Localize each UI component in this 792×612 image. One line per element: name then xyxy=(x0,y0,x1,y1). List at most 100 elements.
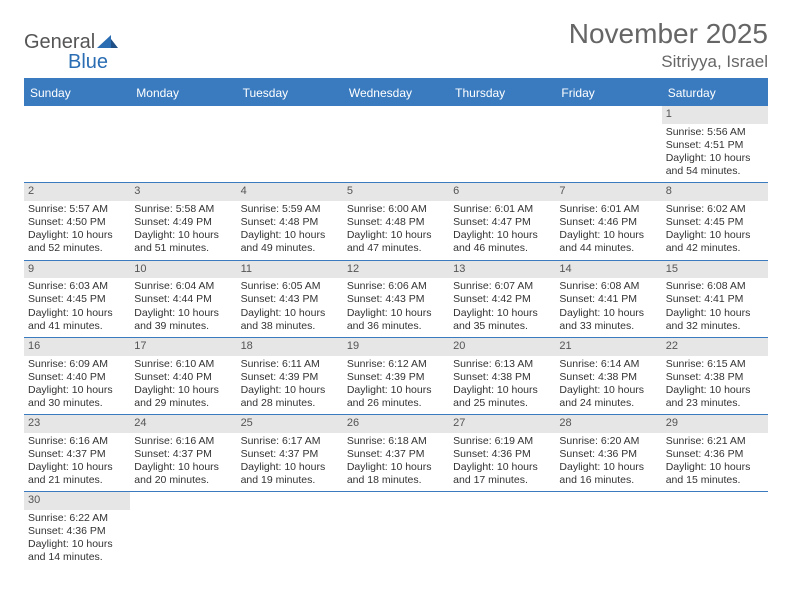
day-details: Sunrise: 6:01 AMSunset: 4:46 PMDaylight:… xyxy=(555,201,661,260)
day-details: Sunrise: 6:02 AMSunset: 4:45 PMDaylight:… xyxy=(662,201,768,260)
sunrise-text: Sunrise: 6:03 AM xyxy=(28,280,126,293)
empty-cell xyxy=(130,492,236,568)
empty-cell xyxy=(343,492,449,568)
week-row: 30Sunrise: 6:22 AMSunset: 4:36 PMDayligh… xyxy=(24,492,768,568)
day-details: Sunrise: 5:57 AMSunset: 4:50 PMDaylight:… xyxy=(24,201,130,260)
day-details: Sunrise: 6:12 AMSunset: 4:39 PMDaylight:… xyxy=(343,356,449,415)
day-number: 24 xyxy=(130,415,236,433)
day-details: Sunrise: 6:06 AMSunset: 4:43 PMDaylight:… xyxy=(343,278,449,337)
empty-cell xyxy=(555,106,661,182)
sunset-text: Sunset: 4:38 PM xyxy=(559,371,657,384)
dl2-text: and 47 minutes. xyxy=(347,242,445,255)
sunrise-text: Sunrise: 6:16 AM xyxy=(28,435,126,448)
day-cell: 10Sunrise: 6:04 AMSunset: 4:44 PMDayligh… xyxy=(130,261,236,337)
dl2-text: and 42 minutes. xyxy=(666,242,764,255)
sunrise-text: Sunrise: 6:09 AM xyxy=(28,358,126,371)
day-details: Sunrise: 6:14 AMSunset: 4:38 PMDaylight:… xyxy=(555,356,661,415)
sunrise-text: Sunrise: 6:10 AM xyxy=(134,358,232,371)
sunset-text: Sunset: 4:36 PM xyxy=(453,448,551,461)
sunrise-text: Sunrise: 6:16 AM xyxy=(134,435,232,448)
dl2-text: and 23 minutes. xyxy=(666,397,764,410)
dl1-text: Daylight: 10 hours xyxy=(559,384,657,397)
day-details: Sunrise: 6:13 AMSunset: 4:38 PMDaylight:… xyxy=(449,356,555,415)
sunrise-text: Sunrise: 5:59 AM xyxy=(241,203,339,216)
sunset-text: Sunset: 4:43 PM xyxy=(347,293,445,306)
sunrise-text: Sunrise: 5:56 AM xyxy=(666,126,764,139)
sunrise-text: Sunrise: 6:14 AM xyxy=(559,358,657,371)
calendar-grid: Sunday Monday Tuesday Wednesday Thursday… xyxy=(24,78,768,569)
sunset-text: Sunset: 4:36 PM xyxy=(666,448,764,461)
day-cell: 23Sunrise: 6:16 AMSunset: 4:37 PMDayligh… xyxy=(24,415,130,491)
day-details: Sunrise: 6:17 AMSunset: 4:37 PMDaylight:… xyxy=(237,433,343,492)
sunrise-text: Sunrise: 6:17 AM xyxy=(241,435,339,448)
dl2-text: and 52 minutes. xyxy=(28,242,126,255)
dl1-text: Daylight: 10 hours xyxy=(559,461,657,474)
day-number: 12 xyxy=(343,261,449,279)
day-number: 19 xyxy=(343,338,449,356)
sunset-text: Sunset: 4:39 PM xyxy=(347,371,445,384)
sunset-text: Sunset: 4:51 PM xyxy=(666,139,764,152)
dl1-text: Daylight: 10 hours xyxy=(241,461,339,474)
day-number: 10 xyxy=(130,261,236,279)
dl2-text: and 17 minutes. xyxy=(453,474,551,487)
dl2-text: and 21 minutes. xyxy=(28,474,126,487)
logo-text-blue: Blue xyxy=(24,51,108,73)
day-cell: 2Sunrise: 5:57 AMSunset: 4:50 PMDaylight… xyxy=(24,183,130,259)
calendar-page: GeneralBlue November 2025 Sitriyya, Isra… xyxy=(0,0,792,569)
day-cell: 20Sunrise: 6:13 AMSunset: 4:38 PMDayligh… xyxy=(449,338,555,414)
sunrise-text: Sunrise: 6:22 AM xyxy=(28,512,126,525)
sunrise-text: Sunrise: 6:07 AM xyxy=(453,280,551,293)
dl1-text: Daylight: 10 hours xyxy=(347,384,445,397)
sunset-text: Sunset: 4:40 PM xyxy=(28,371,126,384)
day-number: 13 xyxy=(449,261,555,279)
weeks-container: 1Sunrise: 5:56 AMSunset: 4:51 PMDaylight… xyxy=(24,106,768,569)
day-details: Sunrise: 6:08 AMSunset: 4:41 PMDaylight:… xyxy=(662,278,768,337)
sunset-text: Sunset: 4:40 PM xyxy=(134,371,232,384)
sunset-text: Sunset: 4:50 PM xyxy=(28,216,126,229)
sunrise-text: Sunrise: 6:21 AM xyxy=(666,435,764,448)
dl2-text: and 28 minutes. xyxy=(241,397,339,410)
day-cell: 21Sunrise: 6:14 AMSunset: 4:38 PMDayligh… xyxy=(555,338,661,414)
dl2-text: and 44 minutes. xyxy=(559,242,657,255)
day-number: 5 xyxy=(343,183,449,201)
dl2-text: and 38 minutes. xyxy=(241,320,339,333)
sunset-text: Sunset: 4:37 PM xyxy=(28,448,126,461)
day-number: 23 xyxy=(24,415,130,433)
day-number: 29 xyxy=(662,415,768,433)
day-cell: 3Sunrise: 5:58 AMSunset: 4:49 PMDaylight… xyxy=(130,183,236,259)
dl2-text: and 41 minutes. xyxy=(28,320,126,333)
day-details: Sunrise: 6:19 AMSunset: 4:36 PMDaylight:… xyxy=(449,433,555,492)
day-details: Sunrise: 6:16 AMSunset: 4:37 PMDaylight:… xyxy=(130,433,236,492)
day-cell: 27Sunrise: 6:19 AMSunset: 4:36 PMDayligh… xyxy=(449,415,555,491)
dl2-text: and 16 minutes. xyxy=(559,474,657,487)
empty-cell xyxy=(237,492,343,568)
day-cell: 9Sunrise: 6:03 AMSunset: 4:45 PMDaylight… xyxy=(24,261,130,337)
day-number: 8 xyxy=(662,183,768,201)
day-cell: 28Sunrise: 6:20 AMSunset: 4:36 PMDayligh… xyxy=(555,415,661,491)
day-details: Sunrise: 6:07 AMSunset: 4:42 PMDaylight:… xyxy=(449,278,555,337)
sunset-text: Sunset: 4:48 PM xyxy=(241,216,339,229)
day-details: Sunrise: 6:15 AMSunset: 4:38 PMDaylight:… xyxy=(662,356,768,415)
dl1-text: Daylight: 10 hours xyxy=(28,229,126,242)
dl1-text: Daylight: 10 hours xyxy=(241,307,339,320)
dayhead-mon: Monday xyxy=(130,80,236,106)
day-details: Sunrise: 5:59 AMSunset: 4:48 PMDaylight:… xyxy=(237,201,343,260)
week-row: 1Sunrise: 5:56 AMSunset: 4:51 PMDaylight… xyxy=(24,106,768,183)
day-number: 21 xyxy=(555,338,661,356)
day-number: 30 xyxy=(24,492,130,510)
dl2-text: and 15 minutes. xyxy=(666,474,764,487)
day-cell: 6Sunrise: 6:01 AMSunset: 4:47 PMDaylight… xyxy=(449,183,555,259)
day-cell: 13Sunrise: 6:07 AMSunset: 4:42 PMDayligh… xyxy=(449,261,555,337)
dl2-text: and 54 minutes. xyxy=(666,165,764,178)
dl1-text: Daylight: 10 hours xyxy=(134,384,232,397)
day-cell: 1Sunrise: 5:56 AMSunset: 4:51 PMDaylight… xyxy=(662,106,768,182)
day-cell: 11Sunrise: 6:05 AMSunset: 4:43 PMDayligh… xyxy=(237,261,343,337)
sunset-text: Sunset: 4:48 PM xyxy=(347,216,445,229)
dl2-text: and 32 minutes. xyxy=(666,320,764,333)
day-details: Sunrise: 6:21 AMSunset: 4:36 PMDaylight:… xyxy=(662,433,768,492)
day-number: 6 xyxy=(449,183,555,201)
day-details: Sunrise: 6:10 AMSunset: 4:40 PMDaylight:… xyxy=(130,356,236,415)
day-number: 9 xyxy=(24,261,130,279)
dayhead-wed: Wednesday xyxy=(343,80,449,106)
dl1-text: Daylight: 10 hours xyxy=(666,384,764,397)
